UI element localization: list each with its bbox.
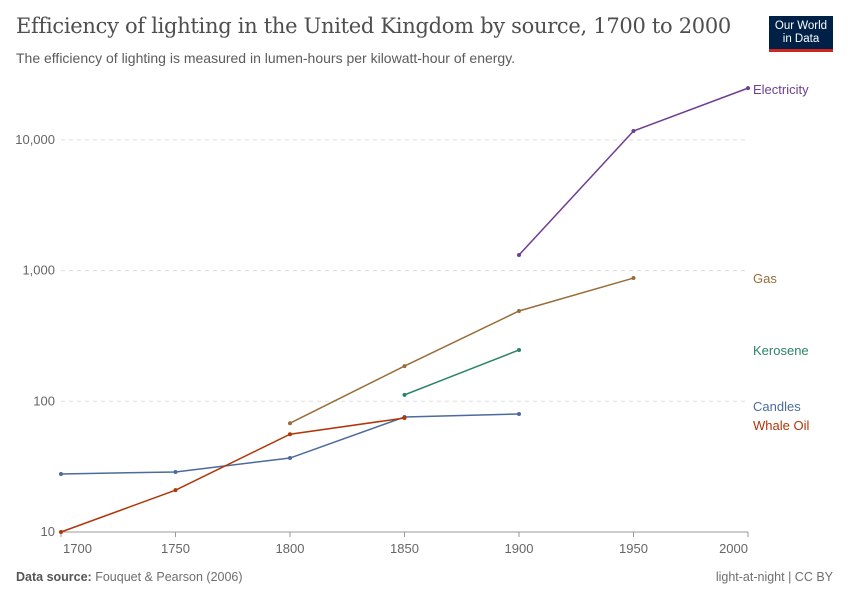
series-label: Kerosene [753, 343, 809, 358]
source-label: Data source: [16, 570, 92, 584]
owid-logo[interactable]: Our World in Data [769, 16, 833, 52]
series-candles[interactable]: Candles [59, 399, 801, 476]
logo-line: in Data [782, 33, 820, 45]
data-point[interactable] [402, 416, 407, 421]
x-tick-label: 1750 [161, 541, 190, 556]
data-source: Data source: Fouquet & Pearson (2006) [16, 570, 243, 584]
series-line[interactable] [289, 277, 634, 424]
data-point[interactable] [173, 469, 178, 474]
data-point[interactable] [402, 364, 407, 369]
y-tick-label: 10 [41, 524, 55, 539]
y-tick-label: 1,000 [22, 263, 55, 278]
series-line[interactable] [518, 87, 749, 256]
series-label: Gas [753, 271, 777, 286]
y-tick-label: 10,000 [15, 132, 55, 147]
license[interactable]: light-at-night | CC BY [715, 570, 833, 584]
data-point[interactable] [59, 530, 63, 534]
data-point[interactable] [59, 471, 63, 476]
series-whale-oil[interactable]: Whale Oil [59, 416, 809, 534]
y-tick-label: 100 [33, 393, 55, 408]
data-point[interactable] [288, 432, 292, 437]
series-label: Electricity [753, 82, 809, 97]
data-point[interactable] [631, 128, 636, 133]
series-line[interactable] [404, 349, 520, 396]
series-label: Whale Oil [753, 418, 809, 433]
series-gas[interactable]: Gas [288, 271, 777, 426]
x-tick-label: 2000 [719, 541, 748, 556]
chart-title: Efficiency of lighting in the United Kin… [16, 14, 731, 38]
data-point[interactable] [746, 86, 750, 91]
data-point[interactable] [402, 392, 407, 397]
series-label: Candles [753, 399, 801, 414]
series-line[interactable] [60, 417, 405, 533]
x-tick-label: 1800 [276, 541, 305, 556]
data-point[interactable] [517, 347, 521, 352]
data-point[interactable] [173, 488, 178, 493]
source-text[interactable]: Fouquet & Pearson (2006) [95, 570, 243, 584]
data-point[interactable] [288, 456, 292, 461]
x-tick-label: 1700 [63, 541, 92, 556]
data-point[interactable] [631, 276, 636, 281]
data-point[interactable] [517, 308, 521, 313]
logo-line: Our World [774, 20, 828, 32]
data-point[interactable] [288, 421, 292, 426]
data-point[interactable] [517, 411, 521, 416]
series-kerosene[interactable]: Kerosene [402, 343, 809, 397]
x-tick-label: 1900 [505, 541, 534, 556]
x-tick-label: 1950 [619, 541, 648, 556]
data-point[interactable] [517, 253, 521, 258]
series-electricity[interactable]: Electricity [517, 82, 809, 258]
x-tick-label: 1850 [390, 541, 419, 556]
chart-subtitle: The efficiency of lighting is measured i… [16, 50, 516, 66]
